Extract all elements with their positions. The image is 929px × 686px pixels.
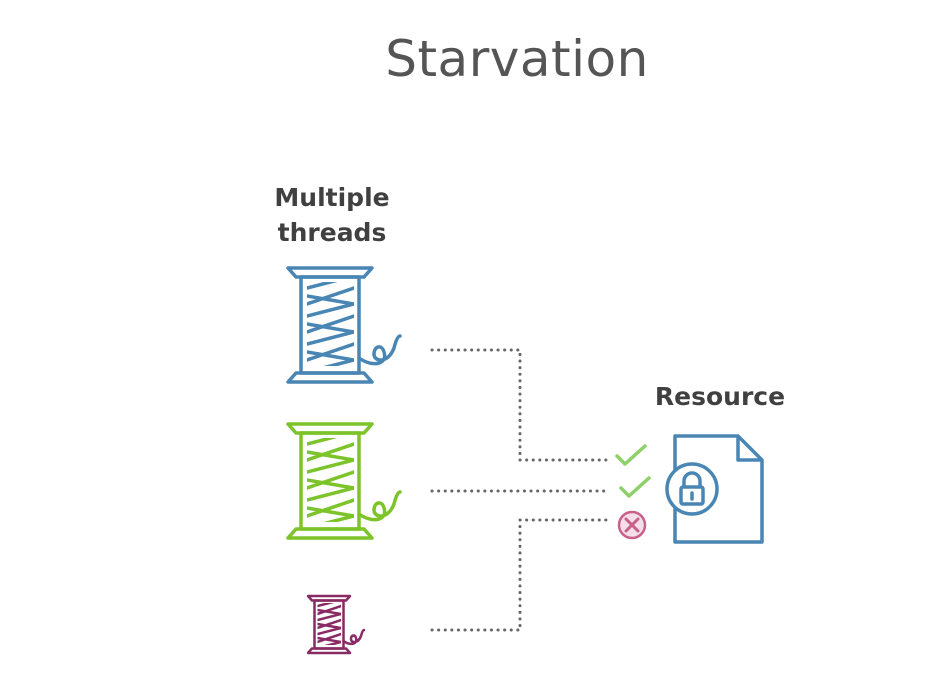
page-title: Starvation [385,30,649,88]
connector-thread-1 [430,348,608,462]
threads-label: Multiple threads [252,180,412,250]
check-icon [615,444,647,466]
thread-spool-magenta-icon [306,594,366,655]
threads-label-line1: Multiple [274,183,390,212]
locked-document-icon [665,434,764,544]
check-icon [619,476,651,498]
connector-thread-3 [430,518,608,632]
threads-label-line2: threads [277,218,387,247]
thread-spool-blue-icon [286,266,402,384]
x-circle-icon [617,510,647,540]
thread-spool-green-icon [286,422,402,540]
resource-label: Resource [654,382,786,411]
